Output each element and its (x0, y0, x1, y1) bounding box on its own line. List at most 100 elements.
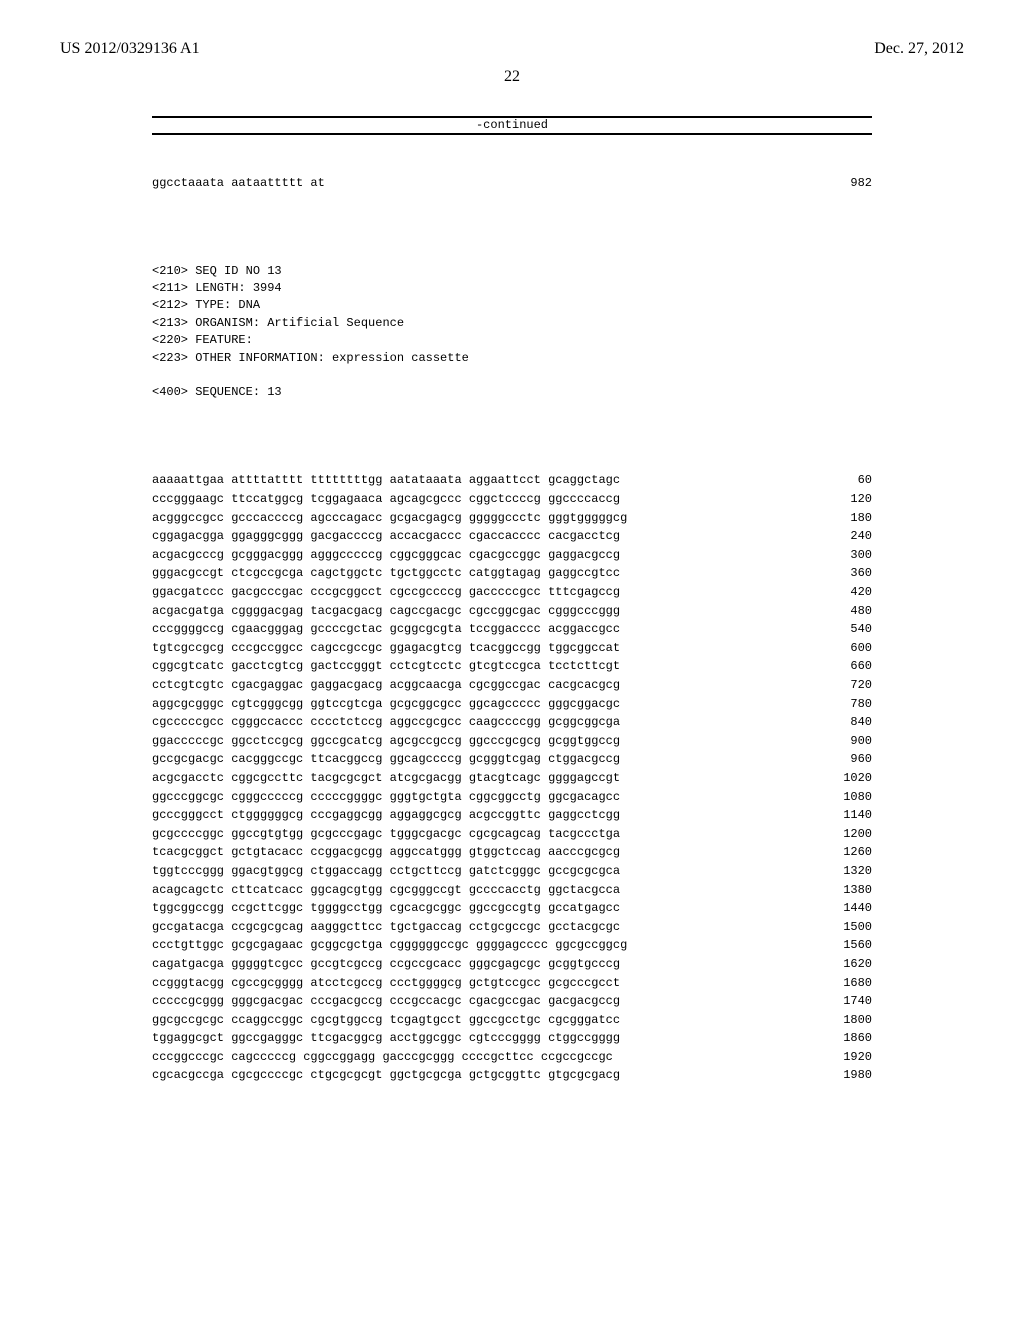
seq-text: cgcccccgcc cgggccaccc cccctctccg aggccgc… (152, 713, 620, 732)
sequence-row: ggcccggcgc cgggcccccg cccccggggc gggtgct… (152, 788, 872, 807)
seq-num: 1200 (822, 825, 872, 844)
seq-num: 960 (822, 750, 872, 769)
seq-text: gggacgccgt ctcgccgcga cagctggctc tgctggc… (152, 564, 620, 583)
seq-text: tcacgcggct gctgtacacc ccggacgcgg aggccat… (152, 843, 620, 862)
seq-text: acgacgatga cggggacgag tacgacgacg cagccga… (152, 602, 620, 621)
seq-text: ggacccccgc ggcctccgcg ggccgcatcg agcgccg… (152, 732, 620, 751)
seq-text: cccggggccg cgaacgggag gccccgctac gcggcgc… (152, 620, 620, 639)
seq-text: gccgatacga ccgcgcgcag aagggcttcc tgctgac… (152, 918, 620, 937)
seq-num: 600 (822, 639, 872, 658)
sequence-row: tggcggccgg ccgcttcggc tggggcctgg cgcacgc… (152, 899, 872, 918)
tail-seq-text: ggcctaaata aataattttt at (152, 174, 325, 193)
seq-num: 360 (822, 564, 872, 583)
sequence-row: acgacgcccg gcgggacggg agggcccccg cggcggg… (152, 546, 872, 565)
page-number: 22 (60, 68, 964, 86)
seq-num: 1320 (822, 862, 872, 881)
sequence-row: ccgggtacgg cgccgcgggg atcctcgccg ccctggg… (152, 974, 872, 993)
sequence-row: aggcgcgggc cgtcgggcgg ggtccgtcga gcgcggc… (152, 695, 872, 714)
seq-num: 1440 (822, 899, 872, 918)
sequence-row: cccggcccgc cagcccccg cggccggagg gacccgcg… (152, 1048, 872, 1067)
continued-label: -continued (152, 118, 872, 133)
sequence-row: cctcgtcgtc cgacgaggac gaggacgacg acggcaa… (152, 676, 872, 695)
seq-num: 60 (822, 471, 872, 490)
sequence-row: gcgccccggc ggccgtgtgg gcgcccgagc tgggcga… (152, 825, 872, 844)
page: US 2012/0329136 A1 Dec. 27, 2012 22 -con… (0, 0, 1024, 1320)
seq-text: cggagacgga ggagggcggg gacgaccccg accacga… (152, 527, 620, 546)
seq-text: tgtcgccgcg cccgccggcc cagccgccgc ggagacg… (152, 639, 620, 658)
seq-text: aaaaattgaa attttatttt ttttttttgg aatataa… (152, 471, 620, 490)
seq-text: cccggcccgc cagcccccg cggccggagg gacccgcg… (152, 1048, 613, 1067)
seq-num: 1080 (822, 788, 872, 807)
seq-text: acgcgacctc cggcgccttc tacgcgcgct atcgcga… (152, 769, 620, 788)
seq-num: 1620 (822, 955, 872, 974)
seq-text: cggcgtcatc gacctcgtcg gactccgggt cctcgtc… (152, 657, 620, 676)
sequence-row: cccgggaagc ttccatggcg tcggagaaca agcagcg… (152, 490, 872, 509)
sequence-row: aaaaattgaa attttatttt ttttttttgg aatataa… (152, 471, 872, 490)
sequence-row: acgacgatga cggggacgag tacgacgacg cagccga… (152, 602, 872, 621)
seq-num: 900 (822, 732, 872, 751)
sequence-row: acgcgacctc cggcgccttc tacgcgcgct atcgcga… (152, 769, 872, 788)
tail-seq-num: 982 (822, 174, 872, 193)
seq-num: 780 (822, 695, 872, 714)
sequence-row: tggaggcgct ggccgagggc ttcgacggcg acctggc… (152, 1029, 872, 1048)
seq-num: 1980 (822, 1066, 872, 1085)
sequence-row: cgcacgccga cgcgccccgc ctgcgcgcgt ggctgcg… (152, 1066, 872, 1085)
seq-num: 240 (822, 527, 872, 546)
sequence-metadata: <210> SEQ ID NO 13 <211> LENGTH: 3994 <2… (152, 263, 872, 402)
sequence-row: cggcgtcatc gacctcgtcg gactccgggt cctcgtc… (152, 657, 872, 676)
sequence-row: gggacgccgt ctcgccgcga cagctggctc tgctggc… (152, 564, 872, 583)
seq-num: 1380 (822, 881, 872, 900)
seq-text: ccctgttggc gcgcgagaac gcggcgctga cgggggg… (152, 936, 627, 955)
sequence-row: ggcgccgcgc ccaggccggc cgcgtggccg tcgagtg… (152, 1011, 872, 1030)
seq-text: cccccgcggg gggcgacgac cccgacgccg cccgcca… (152, 992, 620, 1011)
sequence-row: gccgcgacgc cacgggccgc ttcacggccg ggcagcc… (152, 750, 872, 769)
seq-num: 1740 (822, 992, 872, 1011)
seq-text: ggacgatccc gacgcccgac cccgcggcct cgccgcc… (152, 583, 620, 602)
seq-num: 1800 (822, 1011, 872, 1030)
tail-sequence-row: ggcctaaata aataattttt at 982 (152, 174, 872, 193)
seq-num: 720 (822, 676, 872, 695)
seq-text: tggcggccgg ccgcttcggc tggggcctgg cgcacgc… (152, 899, 620, 918)
seq-text: ggcccggcgc cgggcccccg cccccggggc gggtgct… (152, 788, 620, 807)
seq-text: ccgggtacgg cgccgcgggg atcctcgccg ccctggg… (152, 974, 620, 993)
seq-text: ggcgccgcgc ccaggccggc cgcgtggccg tcgagtg… (152, 1011, 620, 1030)
sequence-row: acgggccgcc gcccaccccg agcccagacc gcgacga… (152, 509, 872, 528)
sequence-row: tgtcgccgcg cccgccggcc cagccgccgc ggagacg… (152, 639, 872, 658)
seq-text: acgacgcccg gcgggacggg agggcccccg cggcggg… (152, 546, 620, 565)
seq-text: gcgccccggc ggccgtgtgg gcgcccgagc tgggcga… (152, 825, 620, 844)
seq-text: aggcgcgggc cgtcgggcgg ggtccgtcga gcgcggc… (152, 695, 620, 714)
sequence-rows: aaaaattgaa attttatttt ttttttttgg aatataa… (152, 471, 872, 1085)
seq-num: 840 (822, 713, 872, 732)
sequence-row: acagcagctc cttcatcacc ggcagcgtgg cgcgggc… (152, 881, 872, 900)
sequence-row: ggacccccgc ggcctccgcg ggccgcatcg agcgccg… (152, 732, 872, 751)
sequence-row: ggacgatccc gacgcccgac cccgcggcct cgccgcc… (152, 583, 872, 602)
seq-num: 1560 (822, 936, 872, 955)
sequence-block: ggcctaaata aataattttt at 982 <210> SEQ I… (152, 137, 872, 1122)
seq-text: gccgcgacgc cacgggccgc ttcacggccg ggcagcc… (152, 750, 620, 769)
sequence-row: ccctgttggc gcgcgagaac gcggcgctga cgggggg… (152, 936, 872, 955)
seq-num: 1020 (822, 769, 872, 788)
sequence-row: cagatgacga gggggtcgcc gccgtcgccg ccgccgc… (152, 955, 872, 974)
sequence-row: cccggggccg cgaacgggag gccccgctac gcggcgc… (152, 620, 872, 639)
sequence-row: cgcccccgcc cgggccaccc cccctctccg aggccgc… (152, 713, 872, 732)
seq-num: 420 (822, 583, 872, 602)
seq-num: 180 (822, 509, 872, 528)
seq-num: 1140 (822, 806, 872, 825)
header-left: US 2012/0329136 A1 (60, 40, 200, 58)
seq-num: 1260 (822, 843, 872, 862)
rule-bottom (152, 133, 872, 135)
sequence-row: tggtcccggg ggacgtggcg ctggaccagg cctgctt… (152, 862, 872, 881)
sequence-row: tcacgcggct gctgtacacc ccggacgcgg aggccat… (152, 843, 872, 862)
sequence-row: cccccgcggg gggcgacgac cccgacgccg cccgcca… (152, 992, 872, 1011)
seq-num: 660 (822, 657, 872, 676)
seq-text: cagatgacga gggggtcgcc gccgtcgccg ccgccgc… (152, 955, 620, 974)
seq-text: cgcacgccga cgcgccccgc ctgcgcgcgt ggctgcg… (152, 1066, 620, 1085)
seq-num: 120 (822, 490, 872, 509)
seq-text: cccgggaagc ttccatggcg tcggagaaca agcagcg… (152, 490, 620, 509)
seq-text: cctcgtcgtc cgacgaggac gaggacgacg acggcaa… (152, 676, 620, 695)
seq-text: tggaggcgct ggccgagggc ttcgacggcg acctggc… (152, 1029, 620, 1048)
seq-text: acgggccgcc gcccaccccg agcccagacc gcgacga… (152, 509, 627, 528)
seq-num: 1860 (822, 1029, 872, 1048)
seq-text: tggtcccggg ggacgtggcg ctggaccagg cctgctt… (152, 862, 620, 881)
sequence-row: cggagacgga ggagggcggg gacgaccccg accacga… (152, 527, 872, 546)
